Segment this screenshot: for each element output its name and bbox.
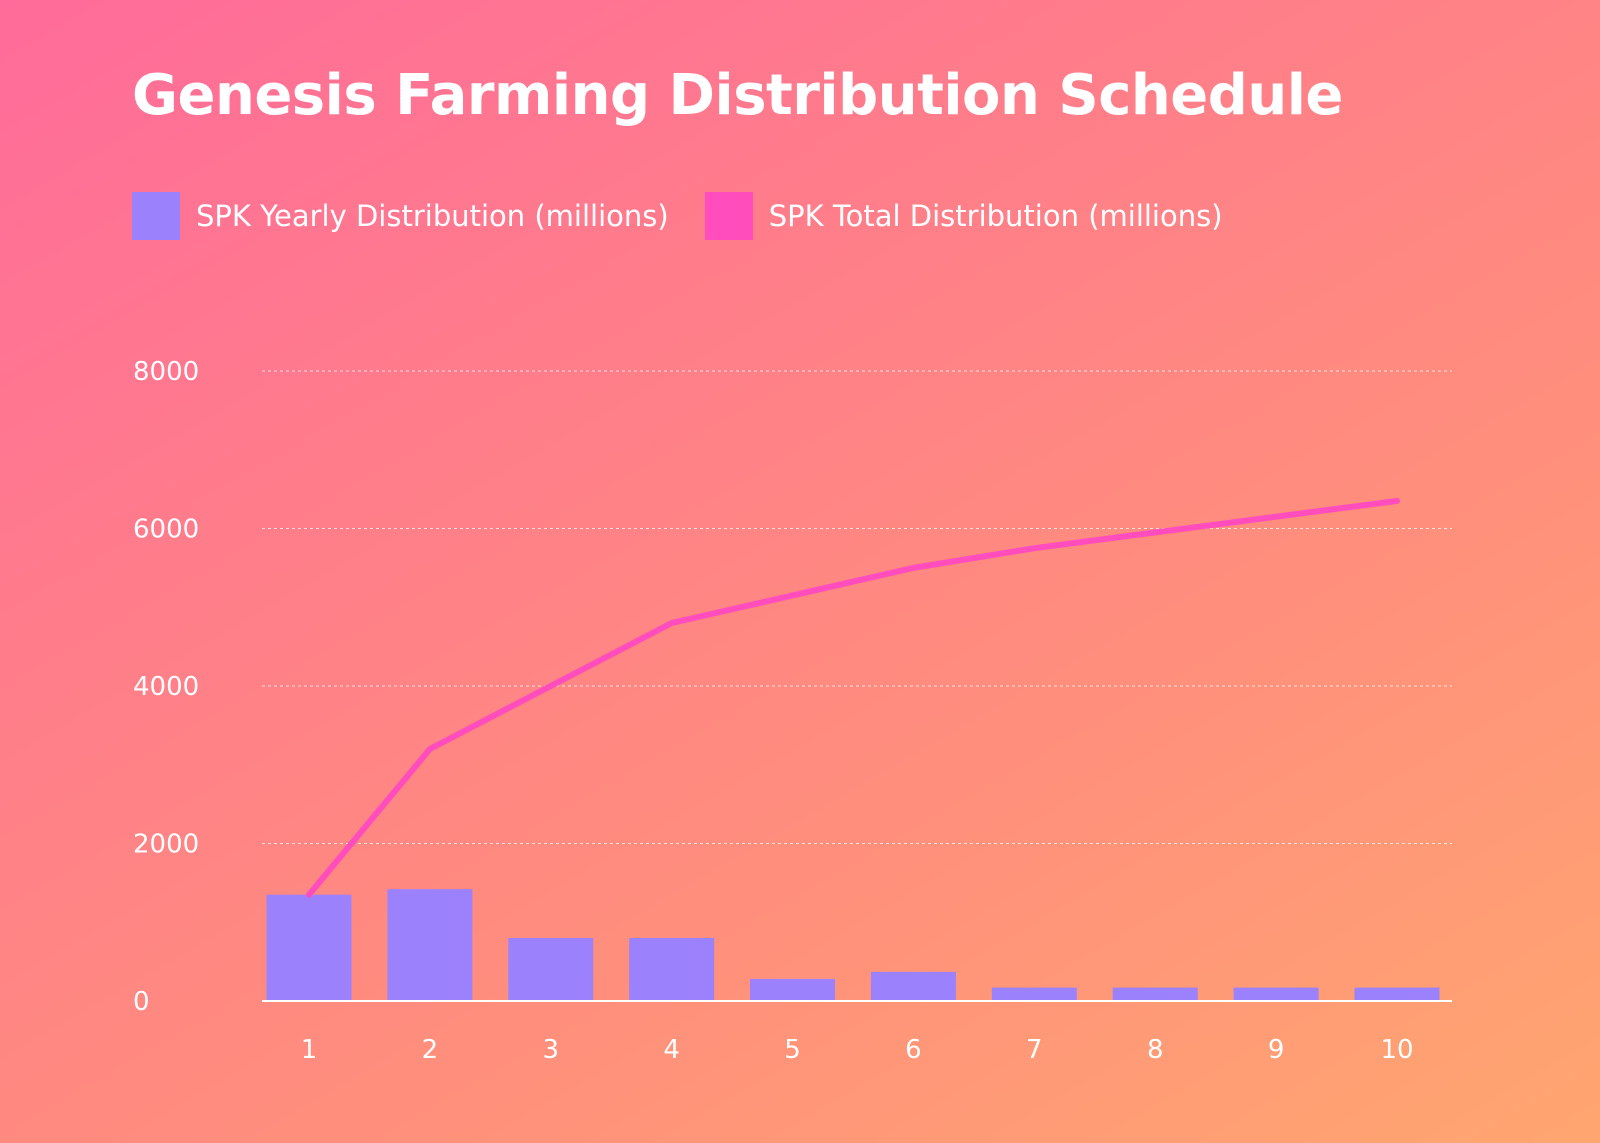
x-tick-label: 3 — [543, 1035, 560, 1065]
bar-series — [266, 889, 1440, 1001]
x-tick-label: 7 — [1026, 1035, 1043, 1065]
y-tick-label: 0 — [133, 987, 150, 1017]
legend-item-yearly: SPK Yearly Distribution (millions) — [132, 192, 669, 240]
legend-label-yearly: SPK Yearly Distribution (millions) — [196, 199, 669, 233]
x-tick-label: 9 — [1268, 1035, 1285, 1065]
bar-year-5 — [750, 978, 836, 1001]
chart-title: Genesis Farming Distribution Schedule — [132, 63, 1343, 128]
x-tick-label: 4 — [663, 1035, 680, 1065]
x-tick-label: 6 — [905, 1035, 922, 1065]
bar-year-10 — [1354, 987, 1440, 1001]
x-tick-label: 1 — [301, 1035, 318, 1065]
legend-swatch-total — [704, 192, 753, 240]
y-axis-ticks: 0 2000 4000 6000 8000 — [133, 357, 199, 1017]
bar-year-6 — [870, 971, 956, 1001]
y-tick-label: 2000 — [133, 830, 199, 860]
bar-year-4 — [629, 938, 715, 1001]
bar-year-9 — [1233, 987, 1319, 1001]
bar-year-1 — [266, 894, 352, 1001]
x-tick-label: 8 — [1147, 1035, 1164, 1065]
x-tick-label: 2 — [422, 1035, 439, 1065]
y-tick-label: 8000 — [133, 357, 199, 387]
legend-swatch-yearly — [132, 192, 180, 240]
legend-label-total: SPK Total Distribution (millions) — [768, 199, 1223, 233]
x-tick-label: 5 — [784, 1035, 801, 1065]
line-series — [306, 497, 1400, 898]
bar-year-8 — [1112, 987, 1198, 1001]
y-tick-label: 6000 — [133, 515, 199, 545]
total-distribution-line — [306, 497, 1400, 898]
legend: SPK Yearly Distribution (millions) SPK T… — [132, 192, 1259, 240]
bar-year-2 — [387, 889, 473, 1001]
grid-lines — [262, 370, 1452, 844]
bar-year-3 — [508, 938, 594, 1001]
x-tick-label: 10 — [1380, 1035, 1413, 1065]
bar-year-7 — [991, 987, 1077, 1001]
legend-item-total: SPK Total Distribution (millions) — [704, 192, 1223, 240]
y-tick-label: 4000 — [133, 672, 199, 702]
x-axis-ticks: 1 2 3 4 5 6 7 8 9 10 — [301, 1035, 1414, 1065]
